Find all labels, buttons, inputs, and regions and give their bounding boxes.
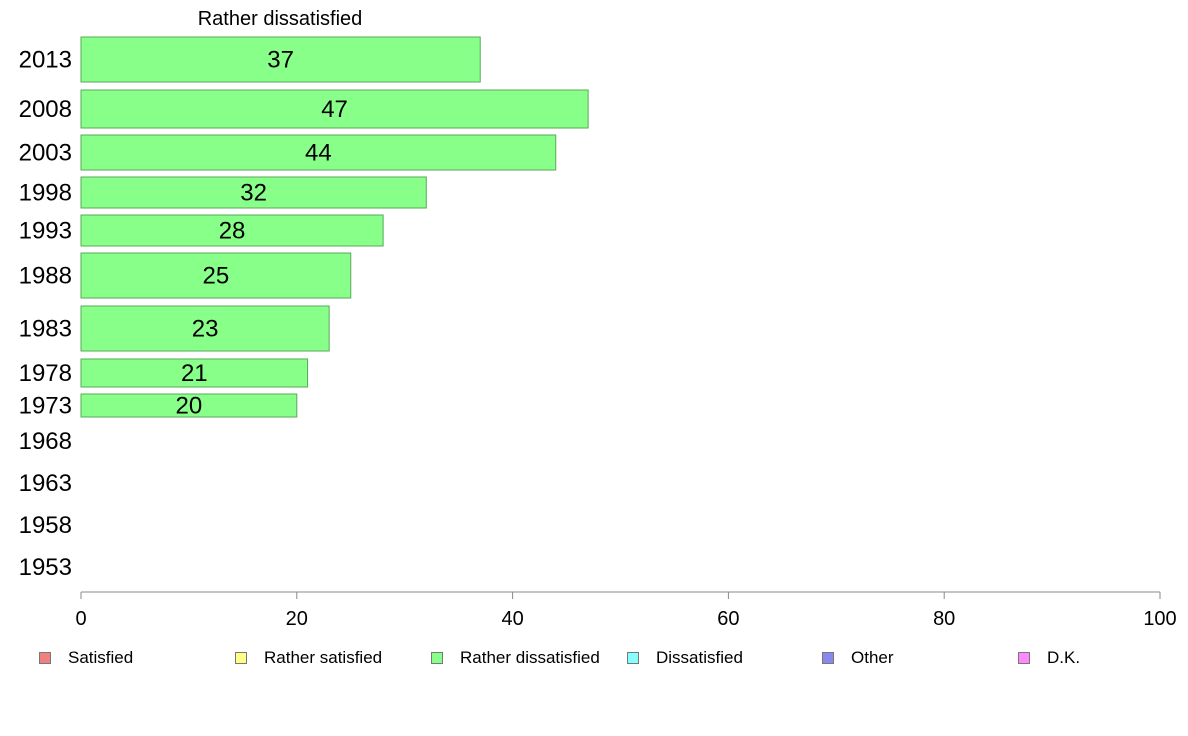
legend-item: Other (822, 648, 894, 668)
bar-value-label: 44 (305, 140, 332, 167)
x-tick-label: 60 (717, 608, 739, 630)
legend-label: Other (851, 648, 894, 667)
x-tick-label: 100 (1143, 608, 1176, 630)
legend-swatch (235, 652, 247, 664)
year-label: 2003 (19, 140, 72, 167)
x-tick-label: 20 (286, 608, 308, 630)
year-label: 1978 (19, 360, 72, 387)
bar-value-label: 23 (192, 316, 219, 343)
x-tick-label: 0 (75, 608, 86, 630)
year-label: 1993 (19, 218, 72, 245)
year-label: 1963 (19, 470, 72, 497)
legend-label: Rather satisfied (264, 648, 383, 667)
legend-item: Rather dissatisfied (431, 648, 600, 668)
bar (80, 214, 384, 247)
bar (80, 252, 352, 299)
bar-value-label: 37 (267, 47, 294, 74)
legend-swatch (822, 652, 834, 664)
x-tick-label: 40 (501, 608, 523, 630)
bar (80, 89, 589, 129)
bar-value-label: 25 (203, 263, 230, 290)
legend-item: D.K. (1018, 648, 1080, 668)
bar-value-label: 32 (240, 180, 267, 207)
bar (80, 358, 309, 388)
legend-swatch (39, 652, 51, 664)
year-label: 2013 (19, 47, 72, 74)
bar (80, 134, 557, 171)
legend-item: Satisfied (39, 648, 133, 668)
legend-label: Dissatisfied (656, 648, 743, 667)
legend-item: Rather satisfied (235, 648, 382, 668)
chart-title: Rather dissatisfied (198, 8, 363, 30)
bar (80, 36, 481, 83)
bar (80, 176, 427, 209)
legend-item: Dissatisfied (627, 648, 743, 668)
year-label: 1973 (19, 393, 72, 420)
bar-value-label: 47 (321, 96, 348, 123)
bar-chart: Rather dissatisfied 37 47 44 32 28 25 23 21 20 2… (19, 8, 1177, 630)
year-label: 1998 (19, 180, 72, 207)
year-label: 1958 (19, 512, 72, 539)
year-label: 1953 (19, 554, 72, 581)
year-label: 2008 (19, 96, 72, 123)
bar-value-label: 20 (176, 393, 203, 420)
bar-value-label: 28 (219, 218, 246, 245)
x-tick-label: 80 (933, 608, 955, 630)
legend-swatch (1018, 652, 1030, 664)
legend-label: D.K. (1047, 648, 1081, 667)
legend: Satisfied Rather satisfied Rather dissatis… (0, 648, 1188, 672)
legend-swatch (431, 652, 443, 664)
legend-label: Satisfied (68, 648, 134, 667)
year-label: 1983 (19, 316, 72, 343)
legend-label: Rather dissatisfied (460, 648, 600, 667)
year-label: 1988 (19, 263, 72, 290)
bar-value-label: 21 (181, 360, 208, 387)
legend-swatch (627, 652, 639, 664)
year-label: 1968 (19, 428, 72, 455)
bar (80, 305, 330, 352)
bar (80, 393, 298, 418)
